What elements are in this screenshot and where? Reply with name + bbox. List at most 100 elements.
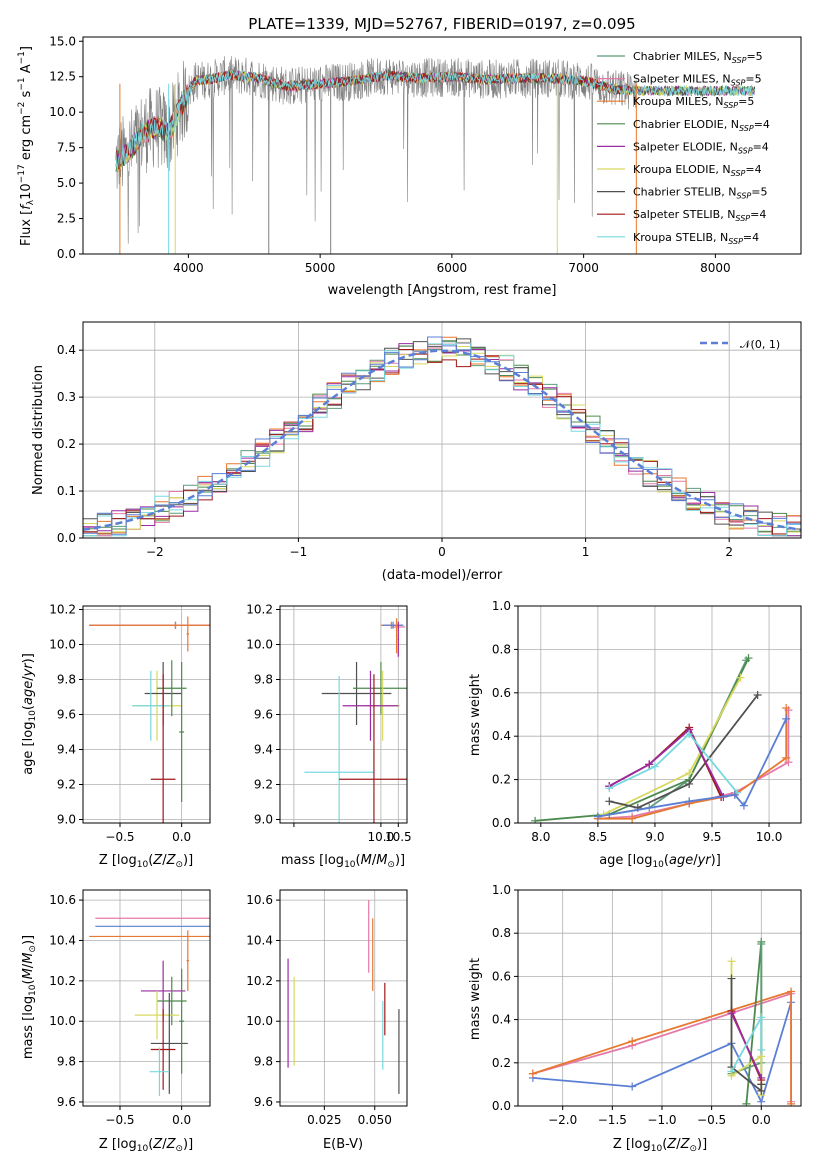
- y-tick-label: 0.8: [492, 926, 511, 940]
- massweight-point-marker: [753, 690, 762, 699]
- massweight-point-marker: [787, 1099, 796, 1106]
- legend-label-rest: =4: [743, 231, 759, 244]
- y-tick-label: 2.5: [57, 212, 76, 226]
- massweight-point-marker: [739, 801, 748, 810]
- mwage-x-label: age [log10(age/yr)]: [599, 853, 721, 870]
- y-tick-label: 0.2: [492, 773, 511, 787]
- y-tick-label: 0.0: [57, 531, 76, 545]
- x-tick-label: 0.0: [172, 1113, 191, 1127]
- y-tick-label: 15.0: [49, 34, 76, 48]
- legend-label: Chabrier MILES, NSSP=5: [633, 50, 763, 65]
- spectrum-y-label: Flux [fλ10−17 erg cm−2 s−1 A−1]: [17, 46, 36, 246]
- x-tick-label: 8000: [700, 261, 731, 275]
- x-tick-label: −1.0: [647, 1113, 676, 1127]
- agem-x-label: mass [log10(M/M⊙)]: [281, 853, 405, 870]
- mwz-x-label: Z [log10(Z/Z⊙)]: [613, 1137, 707, 1154]
- legend-label-rest: =4: [753, 140, 769, 153]
- y-tick-label: 1.0: [492, 599, 511, 613]
- y-tick-label: 0.0: [57, 247, 76, 261]
- y-tick-label: 10.0: [49, 638, 76, 652]
- massweight-point-marker: [736, 673, 745, 682]
- age-vs-mass-panel: mass [log10(M/M⊙)] 10.010.59.09.29.49.69…: [246, 603, 412, 871]
- massweight-point-marker: [628, 814, 637, 823]
- massweight-point-marker: [757, 1073, 766, 1082]
- y-tick-label: 9.8: [57, 1055, 76, 1069]
- plot-area: [280, 606, 407, 823]
- y-tick-label: 9.0: [254, 813, 273, 827]
- x-tick-label: −2.0: [548, 1113, 577, 1127]
- massweight-point-marker: [742, 1099, 751, 1106]
- x-tick-label: 10.5: [385, 830, 412, 844]
- massweight-point-marker: [730, 790, 739, 799]
- y-tick-label: 9.4: [57, 743, 76, 757]
- y-tick-label: 5.0: [57, 176, 76, 190]
- massweight-point-marker: [645, 760, 654, 769]
- legend-subscript: SSP: [731, 79, 746, 88]
- y-tick-label: 9.2: [57, 778, 76, 792]
- x-tick-label: 0: [438, 545, 446, 559]
- massz-y-label: mass [log10(M/M⊙)]: [21, 935, 38, 1059]
- mass-vs-ebv-panel: E(B-V) 0.025 0.050 9.6 9.8 10.0 10.2 10.4 10.6: [246, 889, 408, 1152]
- mass-vs-metallicity-panel: Z [log10(Z/Z⊙)] mass [log10(M/M⊙)] −0.5 0…: [21, 889, 211, 1154]
- massweight-series-line: [597, 708, 788, 820]
- observed-spectrum: [115, 56, 637, 244]
- x-tick-label: 1: [582, 545, 590, 559]
- agez-x-label: Z [log10(Z/Z⊙)]: [99, 853, 193, 870]
- plot-area: [518, 890, 801, 1106]
- legend-subscript: SSP: [738, 146, 753, 155]
- legend-label: Salpeter MILES, NSSP=5: [633, 73, 762, 88]
- y-tick-label: 9.6: [254, 1095, 273, 1109]
- x-tick-label: 9.5: [702, 830, 721, 844]
- y-tick-label: 10.0: [246, 638, 273, 652]
- legend-label: Salpeter STELIB, NSSP=4: [633, 208, 766, 223]
- massweight-point-marker: [757, 1045, 766, 1054]
- legend-label: Chabrier ELODIE, NSSP=4: [633, 118, 770, 133]
- y-tick-label: 0.8: [492, 642, 511, 656]
- massebv-x-label: E(B-V): [323, 1137, 363, 1152]
- residuals-x-label: (data-model)/error: [382, 568, 503, 583]
- y-tick-label: 9.6: [57, 1095, 76, 1109]
- mwz-y-label: mass weight: [468, 958, 483, 1040]
- massweight-point-marker: [757, 940, 766, 948]
- legend-label: Kroupa ELODIE, NSSP=4: [633, 163, 762, 178]
- massweight-point-marker: [727, 1009, 736, 1018]
- y-tick-label: 10.0: [49, 105, 76, 119]
- massweight-point-marker: [782, 714, 791, 723]
- legend-subscript: SSP: [735, 214, 750, 223]
- massweight-point-marker: [757, 1013, 766, 1022]
- y-tick-label: 9.0: [57, 813, 76, 827]
- massweight-vs-metallicity-panel: Z [log10(Z/Z⊙)] mass weight −2.0 −1.5 −1.0…: [468, 883, 802, 1154]
- legend-subscript: SSP: [723, 101, 738, 110]
- y-tick-label: 9.8: [254, 673, 273, 687]
- x-tick-label: 0.025: [307, 1113, 341, 1127]
- legend-label-rest: =5: [738, 95, 754, 108]
- legend-label: 𝒩(0, 1): [740, 338, 780, 351]
- massweight-point-marker: [727, 974, 736, 983]
- y-tick-label: 10.4: [246, 933, 273, 947]
- y-tick-label: 12.5: [49, 70, 76, 84]
- y-tick-label: 9.8: [57, 673, 76, 687]
- plot-area: [115, 56, 755, 254]
- legend-label-rest: =4: [745, 163, 761, 176]
- y-tick-label: 10.2: [49, 603, 76, 617]
- residual-histogram-panel: (data-model)/error Normed distribution −…: [31, 321, 802, 583]
- x-tick-label: 8.0: [531, 830, 550, 844]
- legend-subscript: SSP: [731, 169, 746, 178]
- massweight-point-marker: [605, 797, 614, 806]
- y-tick-label: 0.0: [492, 816, 511, 830]
- legend-label-rest: =4: [754, 118, 770, 131]
- y-tick-label: 10.6: [49, 893, 76, 907]
- massweight-point-marker: [787, 987, 796, 996]
- massweight-point-marker: [605, 784, 614, 793]
- massweight-point-marker: [727, 1067, 736, 1076]
- massweight-point-marker: [528, 1069, 537, 1078]
- y-tick-label: 10.4: [49, 933, 76, 947]
- massweight-point-marker: [744, 654, 753, 663]
- agez-y-label: age [log10(age/yr)]: [21, 653, 38, 775]
- y-tick-label: 0.6: [492, 969, 511, 983]
- y-tick-label: 9.2: [254, 778, 273, 792]
- massweight-point-marker: [727, 957, 736, 966]
- massweight-point-marker: [685, 779, 694, 788]
- spectrum-legend: Chabrier MILES, NSSP=5 Salpeter MILES, NS…: [597, 50, 770, 246]
- massweight-series-line: [608, 732, 738, 794]
